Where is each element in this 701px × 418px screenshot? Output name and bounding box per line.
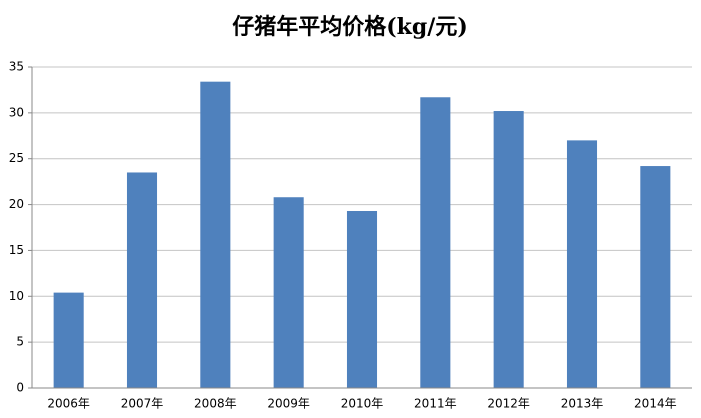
bar xyxy=(493,111,524,388)
y-tick-label: 20 xyxy=(9,197,24,211)
y-tick-label: 0 xyxy=(16,381,24,395)
x-tick-label: 2008年 xyxy=(194,397,237,411)
x-tick-label: 2007年 xyxy=(121,397,164,411)
y-tick-label: 10 xyxy=(9,289,24,303)
y-tick-label: 5 xyxy=(16,335,24,349)
bar xyxy=(53,292,84,388)
y-tick-label: 30 xyxy=(9,105,24,119)
y-tick-label: 35 xyxy=(9,60,24,74)
bar xyxy=(200,81,231,388)
x-tick-label: 2010年 xyxy=(341,397,384,411)
bar xyxy=(420,97,451,388)
x-tick-label: 2011年 xyxy=(414,397,457,411)
x-tick-label: 2006年 xyxy=(47,397,90,411)
bar xyxy=(126,172,158,388)
chart-title: 仔猪年平均价格(kg/元) xyxy=(232,14,467,40)
bar xyxy=(640,166,671,388)
x-tick-label: 2012年 xyxy=(487,397,530,411)
x-tick-label: 2013年 xyxy=(561,397,604,411)
x-tick-label: 2009年 xyxy=(267,397,310,411)
x-tick-label: 2014年 xyxy=(634,397,677,411)
y-tick-label: 15 xyxy=(9,243,24,257)
bar xyxy=(273,197,304,388)
bar xyxy=(346,210,378,388)
bar xyxy=(566,140,598,388)
y-tick-label: 25 xyxy=(9,151,24,165)
